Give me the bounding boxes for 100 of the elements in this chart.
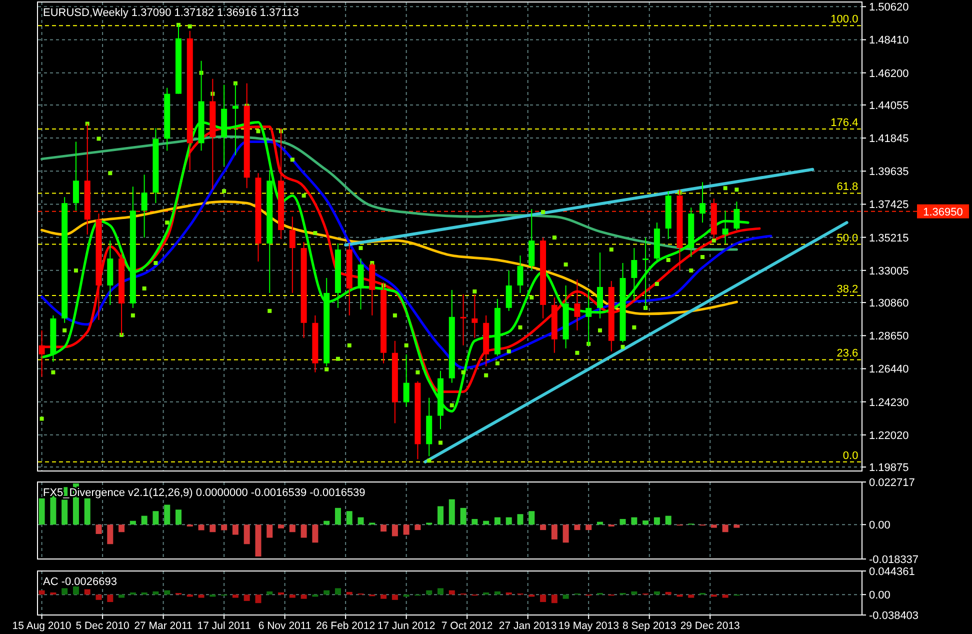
y-tick-label: 1.35215 xyxy=(869,232,909,244)
y-tick-label: -0.038403 xyxy=(869,610,919,622)
annotation: 61.8 xyxy=(836,181,858,194)
bar xyxy=(38,498,45,525)
bar xyxy=(642,520,649,525)
bar xyxy=(176,510,182,525)
chart-title: AC -0.0026693 xyxy=(43,576,117,588)
annotation: 23.6 xyxy=(836,348,858,360)
x-tick-label: 5 Dec 2010 xyxy=(76,620,130,632)
bar xyxy=(300,524,307,538)
bar xyxy=(438,506,444,525)
bar xyxy=(654,591,660,595)
bar xyxy=(266,524,273,538)
bar xyxy=(130,592,136,595)
annotation: 50.0 xyxy=(836,232,858,244)
bar xyxy=(107,524,114,544)
bar xyxy=(710,524,717,528)
bar xyxy=(164,590,170,595)
bar xyxy=(232,524,238,535)
bar xyxy=(289,594,296,598)
x-tick-label: 8 Sep 2013 xyxy=(622,620,676,632)
x-tick-label: 27 Jan 2013 xyxy=(498,620,557,632)
x-tick-label: 7 Oct 2012 xyxy=(441,620,493,632)
y-tick-label: 0.044361 xyxy=(869,566,915,578)
bar xyxy=(266,591,273,595)
y-tick-label: 1.37425 xyxy=(869,199,909,212)
bar xyxy=(631,517,638,525)
candlestick xyxy=(700,182,706,224)
bar xyxy=(403,524,410,535)
candlestick xyxy=(734,201,740,231)
bar xyxy=(562,524,569,543)
bar xyxy=(324,590,330,595)
annotation: 0.0 xyxy=(842,450,858,462)
bar xyxy=(483,592,490,595)
text: EURUSD,Weekly 1.37090 1.37182 1.36916 1.37113 xyxy=(43,7,299,19)
bar xyxy=(324,520,330,525)
y-tick-label: 1.39635 xyxy=(869,166,909,178)
candlestick xyxy=(722,210,728,244)
bar xyxy=(278,592,284,595)
bar xyxy=(96,524,102,534)
candlestick xyxy=(72,141,79,212)
bar xyxy=(380,524,387,532)
annotation: 176.4 xyxy=(830,116,858,129)
bar xyxy=(722,594,728,598)
bar xyxy=(130,520,136,525)
bar xyxy=(483,520,490,525)
bar xyxy=(586,524,592,530)
x-tick-label: 17 Jun 2012 xyxy=(377,620,436,632)
bar xyxy=(152,591,159,595)
bar xyxy=(152,511,159,525)
y-tick-label: 1.28650 xyxy=(869,330,909,343)
candlestick xyxy=(403,354,410,408)
bar xyxy=(722,524,728,532)
bar xyxy=(438,588,444,595)
x-tick-label: 17 Jul 2011 xyxy=(197,620,251,632)
x-tick-label: 29 Dec 2013 xyxy=(680,620,740,632)
bar xyxy=(312,524,318,543)
bar xyxy=(392,594,398,600)
x-tick-label: 27 Mar 2011 xyxy=(134,620,193,632)
bar xyxy=(289,524,296,532)
bar xyxy=(346,511,352,525)
y-tick-label: 1.22020 xyxy=(869,430,909,442)
y-tick-label: 1.24230 xyxy=(869,396,909,409)
bar xyxy=(38,590,45,595)
bar xyxy=(96,594,102,600)
bar xyxy=(198,594,204,598)
bar xyxy=(198,524,204,530)
y-tick-label: 1.19875 xyxy=(869,462,909,474)
bar xyxy=(255,524,262,556)
bar xyxy=(574,524,580,530)
candlestick xyxy=(141,174,148,238)
bar xyxy=(118,594,125,598)
candlestick xyxy=(472,294,478,338)
bar xyxy=(84,589,90,595)
bar xyxy=(244,594,250,601)
bar xyxy=(210,524,216,532)
bar xyxy=(141,592,148,595)
candlestick xyxy=(596,252,603,319)
x-tick-label: 6 Nov 2011 xyxy=(258,620,312,632)
bar xyxy=(620,518,626,525)
y-tick-label: 1.46200 xyxy=(869,68,909,80)
bar xyxy=(494,591,500,595)
bar xyxy=(665,592,672,595)
bar xyxy=(84,498,90,525)
bar xyxy=(414,524,421,530)
bar xyxy=(551,524,558,540)
y-tick-label: 1.41845 xyxy=(869,133,909,146)
candlestick xyxy=(460,294,466,346)
candlestick xyxy=(517,255,524,294)
bar xyxy=(72,586,79,595)
y-tick-label: 0.022717 xyxy=(869,477,915,489)
bar xyxy=(734,524,740,528)
bar xyxy=(232,594,238,598)
bar xyxy=(334,508,341,525)
bar xyxy=(392,524,398,536)
bar xyxy=(528,511,535,525)
bar xyxy=(221,524,228,530)
bar xyxy=(346,592,352,595)
y-tick-label: 0.00 xyxy=(869,590,890,602)
bar xyxy=(460,508,466,525)
